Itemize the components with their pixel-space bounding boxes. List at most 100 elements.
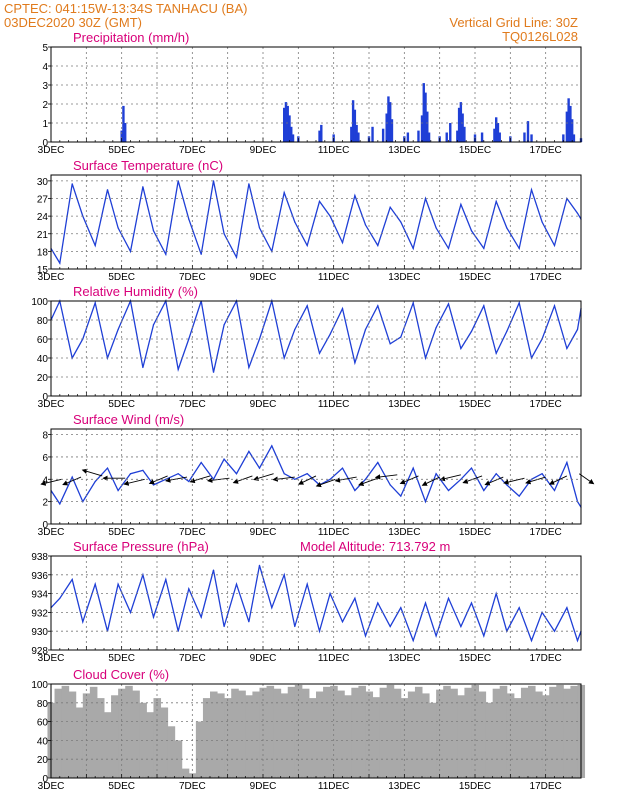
precip-bar [320, 124, 323, 142]
rh-x-tick-label: 5DEC [108, 399, 135, 410]
cloud-bar [153, 698, 162, 778]
precip-bar [565, 111, 569, 142]
rh-point [424, 357, 427, 359]
temp-point [541, 221, 543, 223]
temp-title: Surface Temperature (nC) [73, 158, 223, 173]
cloud-bar [386, 684, 395, 778]
temp-point [106, 189, 109, 191]
pres-point [212, 569, 215, 571]
precip-bar [570, 119, 574, 142]
cloud-panel: 0 20 40 60 80 100 3DEC 5DEC 7DEC 9DEC 11DEC 13DEC 15… [31, 667, 586, 792]
rh-x-tick-label: 9DEC [250, 399, 277, 410]
wind-point [566, 461, 568, 464]
cloud-bar [301, 688, 310, 778]
pres-x-tick-label: 15DEC [459, 653, 491, 664]
temp-point [152, 230, 155, 232]
temp-point [318, 200, 321, 203]
rh-point [412, 302, 414, 304]
cloud-bar [181, 768, 190, 778]
cloud-y-tick-label: 40 [37, 736, 49, 747]
pres-y-tick-label: 930 [31, 627, 48, 638]
precip-x-tick-label: 17DEC [530, 145, 562, 156]
pres-point [354, 597, 356, 599]
pres-y-tick-label: 936 [31, 571, 48, 582]
pres-x-tick-label: 13DEC [388, 653, 420, 664]
header-vertical-grid: Vertical Grid Line: 30Z [449, 15, 578, 30]
wind-direction-arrow [253, 473, 274, 481]
cloud-bar [160, 707, 169, 778]
cloud-bar [231, 688, 239, 778]
cloud-x-tick-label: 5DEC [108, 781, 135, 792]
precip-bar [459, 102, 463, 142]
cloud-bar [393, 688, 402, 778]
pres-point [576, 640, 579, 642]
wind-point [71, 476, 73, 478]
precip-bar [493, 128, 496, 142]
temp-point [470, 230, 473, 232]
pres-point [530, 640, 533, 642]
precip-bar [357, 132, 360, 142]
wind-direction-arrow [421, 476, 440, 486]
cloud-x-tick-label: 13DEC [388, 781, 420, 792]
wind-direction-arrow [525, 476, 546, 485]
cloud-bar [471, 684, 480, 778]
cloud-bar [132, 690, 140, 778]
rh-point [94, 302, 96, 304]
precip-bar [124, 123, 127, 142]
temp-point [354, 194, 356, 197]
rh-y-tick-label: 60 [37, 335, 49, 346]
wind-direction-arrow [81, 468, 103, 477]
precip-bar [417, 130, 420, 142]
cloud-bar [414, 686, 423, 778]
cloud-bar [570, 685, 578, 778]
cloud-bar [478, 691, 487, 778]
precip-y-tick-label: 0 [42, 138, 48, 149]
wind-y-tick-label: 0 [42, 520, 48, 531]
precip-bar [355, 124, 358, 142]
wind-point [129, 473, 132, 475]
temp-point [59, 262, 61, 264]
wind-point [389, 484, 391, 486]
temp-point [283, 192, 285, 194]
wind-x-tick-label: 17DEC [530, 527, 562, 538]
wind-panel: 0 2 4 6 8 3DEC 5DEC 7DEC 9DEC 11DEC 13DEC 15DEC 17DE… [38, 412, 595, 538]
rh-point [258, 338, 261, 340]
rh-point [566, 347, 568, 350]
cloud-bar [118, 688, 126, 778]
wind-plot-area [51, 429, 581, 524]
wind-direction-arrow [123, 478, 145, 486]
temp-point [200, 253, 202, 255]
rh-point [576, 328, 579, 331]
rh-point [142, 366, 144, 369]
temp-x-tick-label: 9DEC [250, 272, 277, 283]
temp-x-tick-label: 17DEC [530, 272, 562, 283]
precip-x-tick-label: 13DEC [388, 145, 420, 156]
temp-point [142, 186, 144, 188]
precip-y-tick-label: 5 [42, 43, 48, 54]
wind-y-tick-label: 8 [42, 431, 48, 442]
precip-bar [530, 134, 533, 142]
rh-point [177, 368, 179, 370]
precip-bar [406, 132, 410, 142]
pres-point [129, 611, 132, 614]
cloud-bar [337, 690, 345, 778]
pres-x-tick-label: 3DEC [38, 653, 65, 664]
cloud-bar [104, 712, 112, 778]
rh-plot-area [51, 301, 581, 396]
wind-point [341, 467, 344, 469]
pres-point [377, 602, 379, 604]
cloud-bar [61, 685, 70, 778]
temp-plot-area [51, 175, 581, 269]
pres-annotation: Model Altitude: 713.792 m [300, 539, 450, 554]
temp-x-tick-label: 13DEC [388, 272, 420, 283]
precip-bar [427, 132, 431, 142]
wind-point [117, 489, 119, 492]
wind-x-tick-label: 13DEC [388, 527, 420, 538]
cloud-bar [202, 698, 211, 778]
cloud-x-tick-label: 3DEC [38, 781, 65, 792]
cloud-bar [323, 686, 331, 778]
rh-point [117, 328, 119, 331]
precip-y-tick-label: 1 [42, 119, 48, 130]
cloud-bar [68, 691, 77, 778]
precip-y-tick-label: 4 [42, 62, 48, 73]
